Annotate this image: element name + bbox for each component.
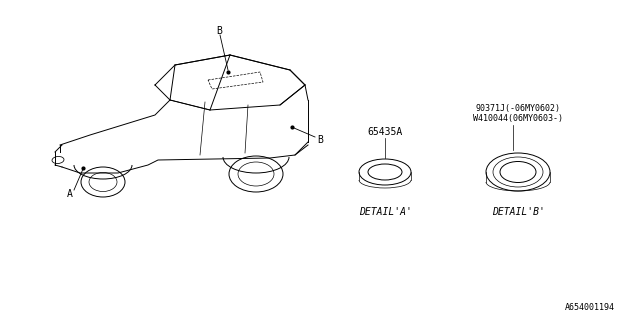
Text: B: B (317, 135, 323, 145)
Text: A: A (67, 189, 73, 199)
Text: W410044(06MY0603-): W410044(06MY0603-) (473, 114, 563, 123)
Text: B: B (216, 26, 222, 36)
Text: DETAIL'B': DETAIL'B' (492, 207, 545, 217)
Text: A654001194: A654001194 (565, 303, 615, 313)
Text: DETAIL'A': DETAIL'A' (358, 207, 412, 217)
Text: 90371J(-06MY0602): 90371J(-06MY0602) (476, 103, 561, 113)
Text: 65435A: 65435A (367, 127, 403, 137)
